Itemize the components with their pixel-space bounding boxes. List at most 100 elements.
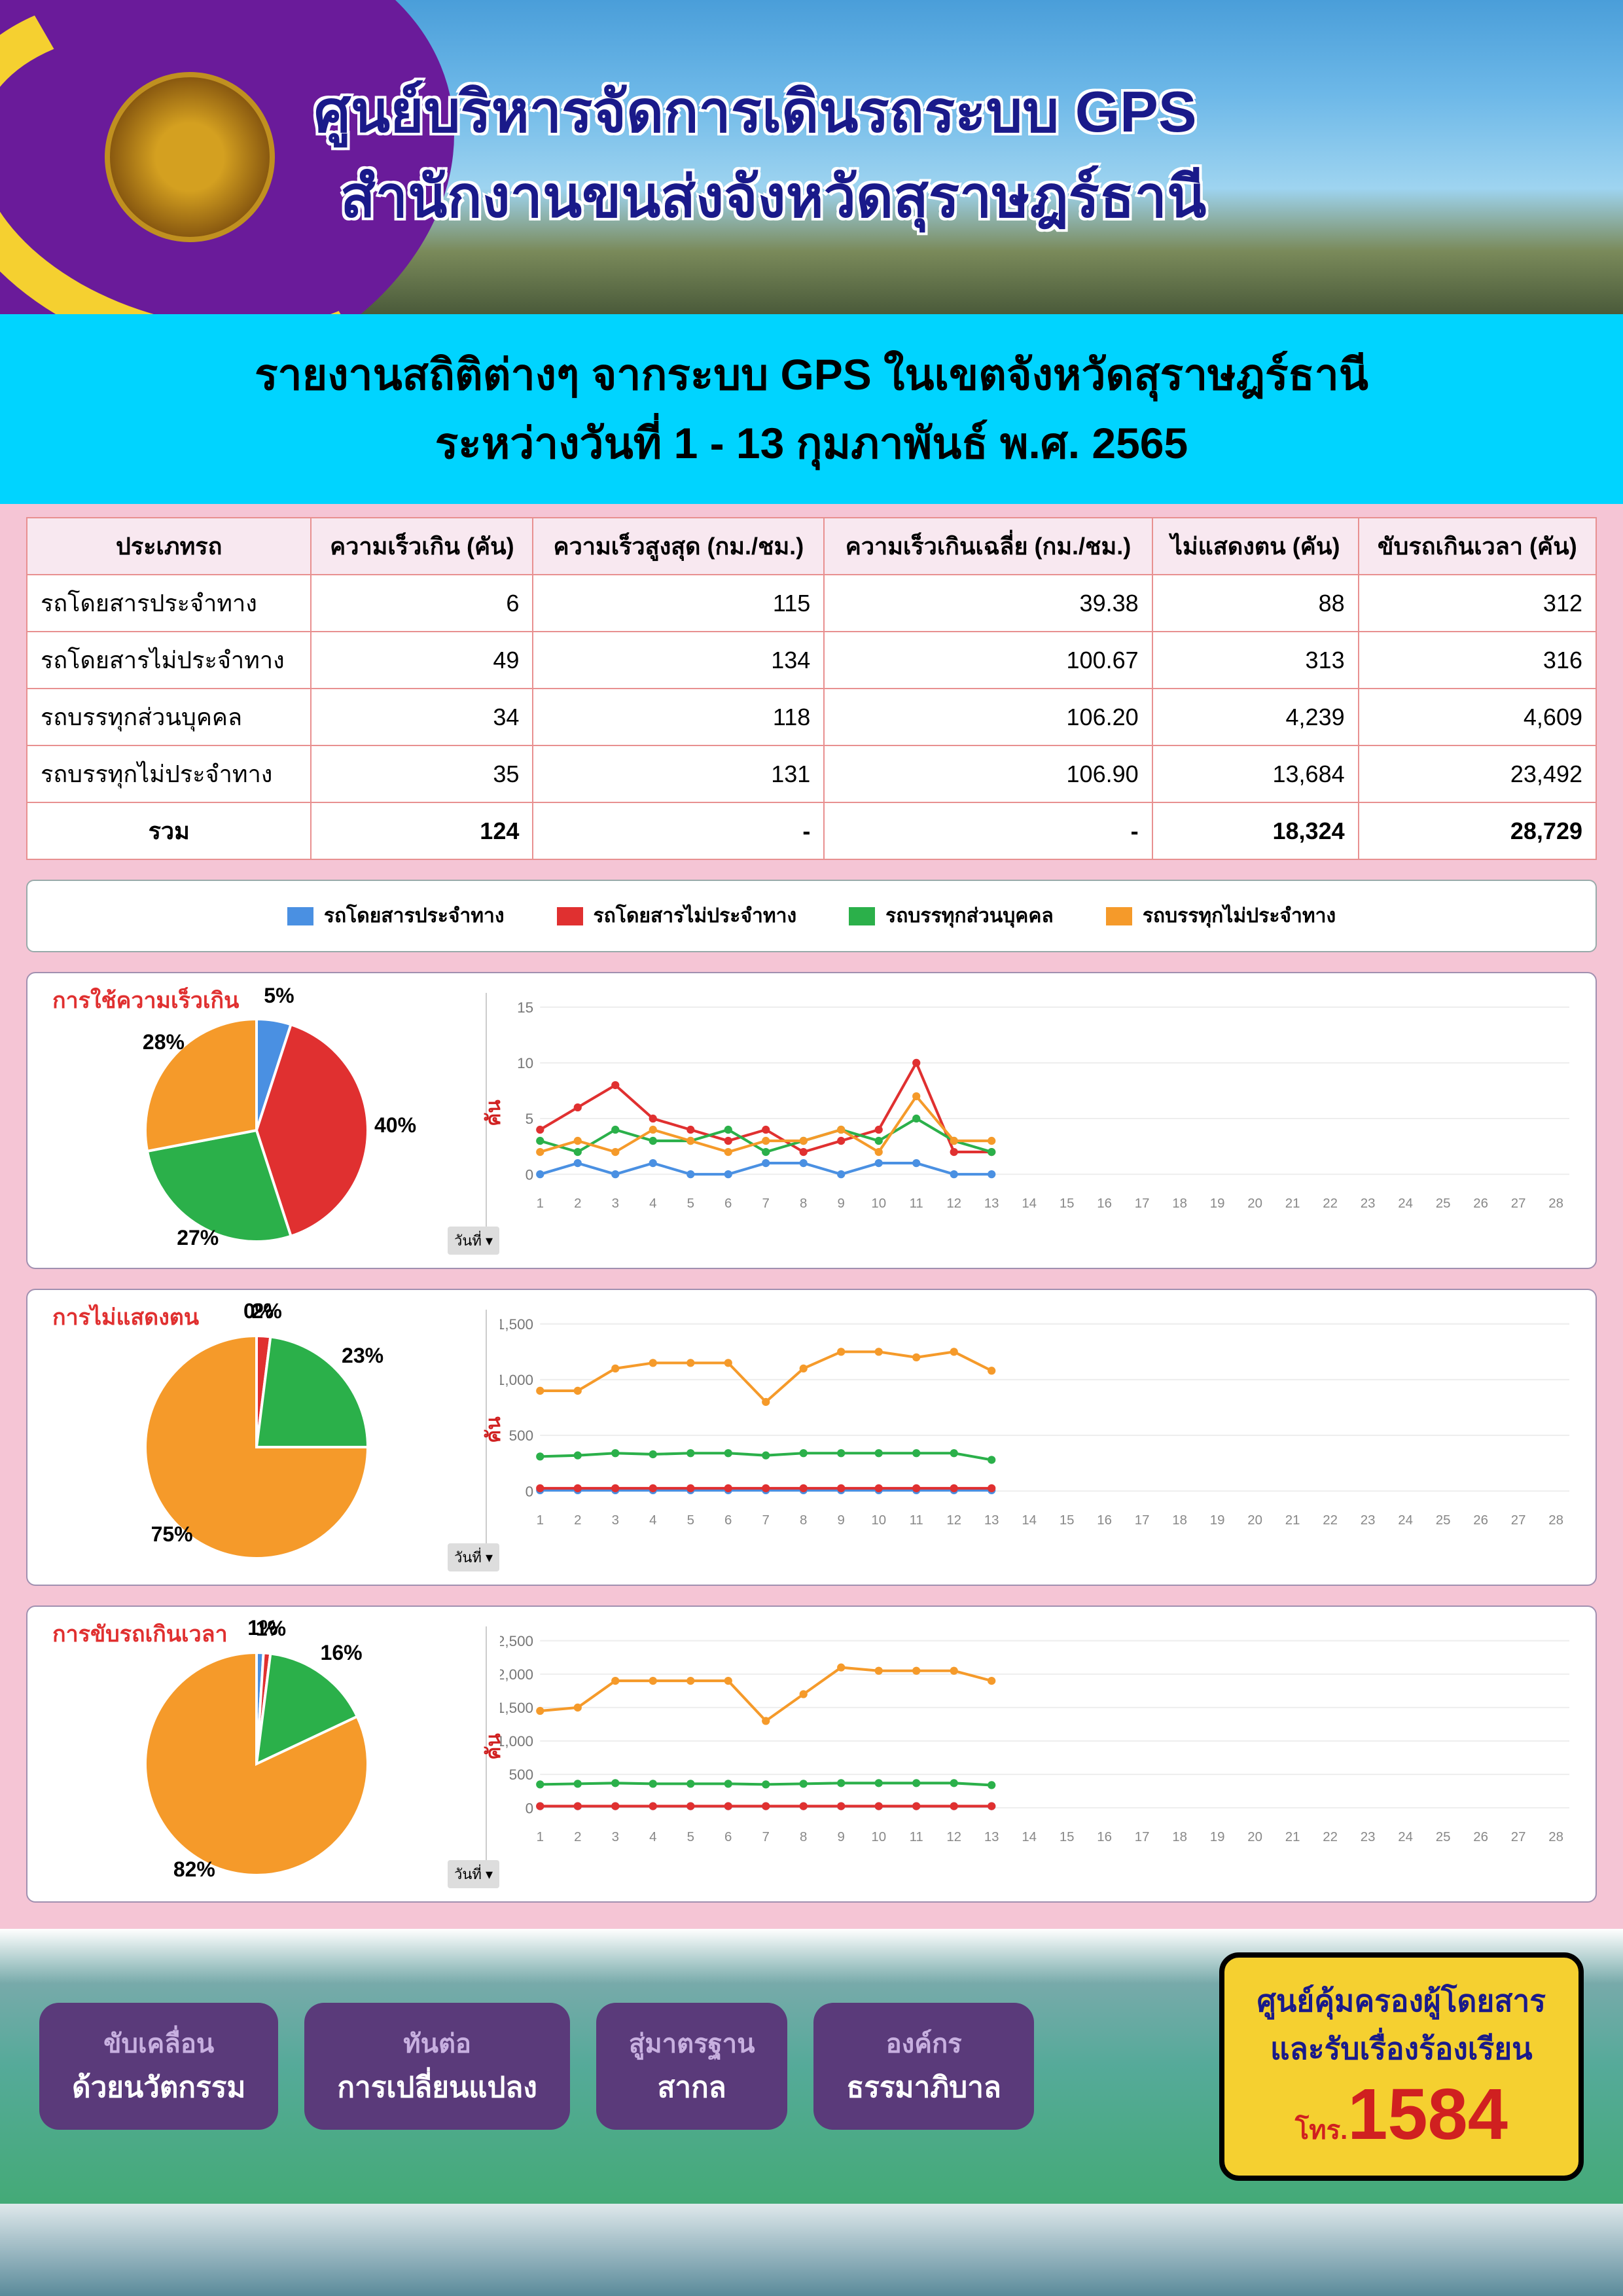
svg-text:1: 1 xyxy=(537,1196,544,1211)
svg-text:23: 23 xyxy=(1361,1830,1376,1844)
footer: ขับเคลื่อนด้วยนวัตกรรมทันต่อการเปลี่ยนแป… xyxy=(0,1929,1623,2204)
svg-text:22: 22 xyxy=(1323,1513,1338,1528)
pie-label: 23% xyxy=(342,1344,383,1368)
svg-text:15: 15 xyxy=(1060,1830,1075,1844)
svg-text:7: 7 xyxy=(762,1830,770,1844)
svg-text:9: 9 xyxy=(838,1196,845,1211)
svg-text:14: 14 xyxy=(1022,1830,1037,1844)
pie-chart: 0%2%23%75% xyxy=(54,1310,459,1571)
svg-text:7: 7 xyxy=(762,1513,770,1528)
svg-text:4: 4 xyxy=(649,1513,656,1528)
svg-text:3: 3 xyxy=(612,1196,619,1211)
svg-text:0: 0 xyxy=(526,1166,534,1183)
footer-badge: ขับเคลื่อนด้วยนวัตกรรม xyxy=(39,2003,278,2130)
svg-text:11: 11 xyxy=(910,1196,923,1211)
pie-label: 40% xyxy=(374,1113,416,1138)
svg-text:22: 22 xyxy=(1323,1196,1338,1211)
svg-text:27: 27 xyxy=(1511,1830,1526,1844)
svg-text:1: 1 xyxy=(537,1830,544,1844)
pie-label: 27% xyxy=(177,1226,219,1250)
svg-text:6: 6 xyxy=(724,1196,732,1211)
line-chart: 05001,0001,50012345678910111213141516171… xyxy=(486,1310,1569,1571)
svg-text:2,500: 2,500 xyxy=(500,1633,533,1649)
svg-text:2: 2 xyxy=(574,1513,581,1528)
table-row: รถโดยสารประจำทาง611539.3888312 xyxy=(27,575,1596,632)
svg-text:15: 15 xyxy=(1060,1196,1075,1211)
svg-text:25: 25 xyxy=(1436,1513,1451,1528)
svg-text:10: 10 xyxy=(871,1196,886,1211)
svg-text:15: 15 xyxy=(517,999,533,1016)
svg-text:1,500: 1,500 xyxy=(500,1316,533,1333)
svg-text:8: 8 xyxy=(800,1513,807,1528)
sum-row: รวม124--18,32428,729 xyxy=(27,802,1596,859)
svg-text:5: 5 xyxy=(687,1513,694,1528)
svg-text:4: 4 xyxy=(649,1830,656,1844)
col-header: ไม่แสดงตน (คัน) xyxy=(1152,518,1359,575)
title-line2: สำนักงานขนส่งจังหวัดสุราษฎร์ธานี xyxy=(340,151,1206,242)
chart-panel: 5%40%27%28%05101512345678910111213141516… xyxy=(26,972,1597,1269)
svg-text:18: 18 xyxy=(1172,1513,1187,1528)
svg-text:19: 19 xyxy=(1210,1513,1225,1528)
svg-text:28: 28 xyxy=(1548,1196,1563,1211)
svg-text:25: 25 xyxy=(1436,1196,1451,1211)
svg-text:14: 14 xyxy=(1022,1513,1037,1528)
svg-text:12: 12 xyxy=(946,1513,961,1528)
svg-text:28: 28 xyxy=(1548,1513,1563,1528)
svg-text:14: 14 xyxy=(1022,1196,1037,1211)
svg-text:0: 0 xyxy=(526,1800,534,1816)
svg-text:24: 24 xyxy=(1398,1196,1413,1211)
x-axis-label: วันที่ ▾ xyxy=(448,1860,499,1888)
svg-text:3: 3 xyxy=(612,1513,619,1528)
y-axis-label: คัน xyxy=(478,1100,509,1126)
subtitle-band: รายงานสถิติต่างๆ จากระบบ GPS ในเขตจังหวั… xyxy=(0,314,1623,504)
footer-badge: ทันต่อการเปลี่ยนแปลง xyxy=(304,2003,570,2130)
svg-text:24: 24 xyxy=(1398,1513,1413,1528)
svg-text:17: 17 xyxy=(1135,1196,1150,1211)
svg-text:13: 13 xyxy=(984,1830,999,1844)
x-axis-label: วันที่ ▾ xyxy=(448,1227,499,1255)
table-row: รถโดยสารไม่ประจำทาง49134100.67313316 xyxy=(27,632,1596,689)
y-axis-label: คัน xyxy=(478,1733,509,1760)
svg-text:20: 20 xyxy=(1247,1830,1262,1844)
svg-text:20: 20 xyxy=(1247,1196,1262,1211)
pie-label: 16% xyxy=(321,1641,363,1665)
svg-text:8: 8 xyxy=(800,1196,807,1211)
svg-text:26: 26 xyxy=(1473,1830,1488,1844)
svg-text:17: 17 xyxy=(1135,1830,1150,1844)
svg-text:9: 9 xyxy=(838,1513,845,1528)
agency-logo xyxy=(105,72,275,242)
chart-legend: รถโดยสารประจำทางรถโดยสารไม่ประจำทางรถบรร… xyxy=(26,880,1597,952)
svg-text:5: 5 xyxy=(687,1830,694,1844)
report-title-2: ระหว่างวันที่ 1 - 13 กุมภาพันธ์ พ.ศ. 256… xyxy=(39,409,1584,478)
svg-text:28: 28 xyxy=(1548,1830,1563,1844)
svg-text:9: 9 xyxy=(838,1830,845,1844)
svg-text:24: 24 xyxy=(1398,1830,1413,1844)
footer-badge: องค์กรธรรมาภิบาล xyxy=(813,2003,1033,2130)
svg-text:27: 27 xyxy=(1511,1196,1526,1211)
report-title-1: รายงานสถิติต่างๆ จากระบบ GPS ในเขตจังหวั… xyxy=(39,340,1584,409)
svg-text:15: 15 xyxy=(1060,1513,1075,1528)
pie-label: 1% xyxy=(256,1617,286,1641)
svg-text:20: 20 xyxy=(1247,1513,1262,1528)
svg-text:2,000: 2,000 xyxy=(500,1666,533,1683)
svg-text:16: 16 xyxy=(1097,1830,1112,1844)
table-row: รถบรรทุกส่วนบุคคล34118106.204,2394,609 xyxy=(27,689,1596,745)
svg-text:4: 4 xyxy=(649,1196,656,1211)
pie-chart: 5%40%27%28% xyxy=(54,993,459,1255)
svg-text:21: 21 xyxy=(1285,1513,1300,1528)
svg-text:21: 21 xyxy=(1285,1196,1300,1211)
chart-panel: 0%2%23%75%05001,0001,5001234567891011121… xyxy=(26,1289,1597,1586)
contact-box: ศูนย์คุ้มครองผู้โดยสาร และรับเรื่องร้องเ… xyxy=(1219,1952,1584,2181)
svg-text:12: 12 xyxy=(946,1830,961,1844)
svg-text:5: 5 xyxy=(526,1111,534,1127)
x-axis-label: วันที่ ▾ xyxy=(448,1543,499,1571)
svg-text:11: 11 xyxy=(910,1830,923,1844)
svg-text:0: 0 xyxy=(526,1483,534,1499)
pie-label: 28% xyxy=(143,1030,185,1054)
svg-text:10: 10 xyxy=(517,1055,533,1071)
pie-label: 2% xyxy=(252,1299,282,1323)
svg-text:23: 23 xyxy=(1361,1513,1376,1528)
svg-text:23: 23 xyxy=(1361,1196,1376,1211)
svg-text:13: 13 xyxy=(984,1196,999,1211)
svg-text:500: 500 xyxy=(509,1427,533,1444)
